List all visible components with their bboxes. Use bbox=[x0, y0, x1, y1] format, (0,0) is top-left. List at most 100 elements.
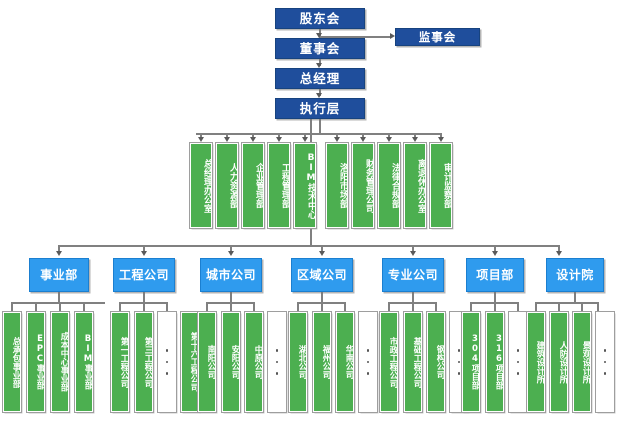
connector-gm-executive bbox=[319, 89, 321, 96]
node-division-1[interactable]: 工程公司 bbox=[113, 258, 175, 292]
connector-division-bus bbox=[59, 245, 559, 247]
connector-division-4-drop bbox=[412, 245, 414, 253]
node-department-6[interactable]: 财务管理公司 bbox=[351, 142, 375, 229]
connector-division-0-child-1 bbox=[35, 302, 37, 312]
connector-division-5-child-1 bbox=[494, 302, 496, 312]
node-subunit-4-2[interactable]: 钢构公司 bbox=[426, 311, 446, 413]
connector-division-1-drop bbox=[143, 245, 145, 253]
connector-division-0-child-3 bbox=[83, 302, 85, 312]
ellipsis-dot bbox=[457, 349, 461, 352]
connector-division-3-child-2 bbox=[344, 302, 346, 312]
node-department-8[interactable]: 离退休办公室 bbox=[403, 142, 427, 229]
node-department-3[interactable]: 工程管理部 bbox=[267, 142, 291, 229]
node-subunit-1-ellipsis bbox=[157, 311, 177, 413]
node-division-5[interactable]: 项目部 bbox=[466, 258, 524, 292]
node-department-9[interactable]: 审计监察部 bbox=[429, 142, 453, 229]
node-subunit-2-ellipsis bbox=[267, 311, 287, 413]
node-subunit-3-0[interactable]: 湖北公司 bbox=[288, 311, 308, 413]
connector-board-gm bbox=[319, 59, 321, 66]
ellipsis-dot bbox=[457, 372, 461, 375]
connector-department-bus-right bbox=[319, 133, 442, 135]
node-shareholders[interactable]: 股东会 bbox=[275, 8, 365, 29]
node-division-0[interactable]: 事业部 bbox=[29, 258, 89, 292]
arrow-division-4 bbox=[409, 251, 416, 256]
connector-department-9 bbox=[440, 133, 442, 138]
ellipsis-dot bbox=[165, 349, 169, 352]
ellipsis-dot bbox=[165, 372, 169, 375]
connector-division-6-child-2 bbox=[581, 302, 583, 312]
arrow-department-7 bbox=[385, 137, 392, 142]
arrow-board-supervisory bbox=[390, 33, 395, 39]
node-general-manager[interactable]: 总经理 bbox=[275, 68, 365, 89]
connector-division-1-stem bbox=[143, 292, 145, 302]
connector-shareholders-board bbox=[319, 29, 321, 36]
node-subunit-0-0[interactable]: 总承包事业部 bbox=[2, 311, 22, 413]
arrow-division-3 bbox=[318, 251, 325, 256]
connector-division-0-child-0 bbox=[11, 302, 13, 312]
connector-division-2-stem bbox=[230, 292, 232, 302]
node-subunit-2-0[interactable]: 南阳公司 bbox=[197, 311, 217, 413]
connector-division-6-child-0 bbox=[535, 302, 537, 312]
node-subunit-1-3[interactable]: 第十六工程公司 bbox=[180, 311, 200, 413]
connector-division-2-child-2 bbox=[253, 302, 255, 312]
arrow-gm-executive bbox=[316, 93, 322, 98]
node-subunit-0-1[interactable]: EPC事业部 bbox=[26, 311, 46, 413]
node-subunit-2-1[interactable]: 安阳公司 bbox=[221, 311, 241, 413]
node-subunit-0-2[interactable]: 成本中心事业部 bbox=[50, 311, 70, 413]
connector-division-0-stem bbox=[58, 292, 60, 302]
connector-division-6-stem bbox=[574, 292, 576, 302]
node-subunit-6-0[interactable]: 建筑设计所 bbox=[526, 311, 546, 413]
connector-division-4-stem bbox=[412, 292, 414, 302]
node-department-1[interactable]: 人力资源部 bbox=[215, 142, 239, 229]
node-subunit-1-0[interactable]: 第一工程公司 bbox=[110, 311, 130, 413]
ellipsis-dot bbox=[275, 349, 279, 352]
node-subunit-3-2[interactable]: 华南公司 bbox=[335, 311, 355, 413]
connector-division-5-child-0 bbox=[470, 302, 472, 312]
connector-executive-trunk bbox=[319, 119, 321, 134]
ellipsis-dot bbox=[516, 360, 520, 364]
node-subunit-6-2[interactable]: 景观设计所 bbox=[572, 311, 592, 413]
connector-division-2-child-0 bbox=[206, 302, 208, 312]
arrow-board-gm bbox=[316, 63, 322, 68]
node-division-3[interactable]: 区域公司 bbox=[291, 258, 353, 292]
node-division-6[interactable]: 设计院 bbox=[546, 258, 604, 292]
node-division-4[interactable]: 专业公司 bbox=[382, 258, 444, 292]
connector-division-6-child-1 bbox=[558, 302, 560, 312]
node-department-4[interactable]: BIM技术中心 bbox=[293, 142, 317, 229]
node-subunit-5-1[interactable]: 316项目部 bbox=[485, 311, 505, 413]
arrow-department-6 bbox=[359, 137, 366, 142]
connector-division-6-child-3 bbox=[597, 302, 599, 312]
arrow-division-0 bbox=[55, 251, 62, 256]
connector-division-1-child-0 bbox=[119, 302, 121, 312]
ellipsis-dot bbox=[603, 360, 607, 364]
node-board-of-directors[interactable]: 董事会 bbox=[275, 38, 365, 59]
connector-division-1-child-1 bbox=[143, 302, 145, 312]
node-department-0[interactable]: 总经理办公室 bbox=[189, 142, 213, 229]
node-department-7[interactable]: 法律合规部 bbox=[377, 142, 401, 229]
node-subunit-5-0[interactable]: 304项目部 bbox=[461, 311, 481, 413]
node-department-5[interactable]: 洛阳市场部 bbox=[325, 142, 349, 229]
node-division-2[interactable]: 城市公司 bbox=[200, 258, 262, 292]
node-subunit-5-ellipsis bbox=[508, 311, 528, 413]
node-subunit-3-1[interactable]: 福州公司 bbox=[312, 311, 332, 413]
connector-department-8 bbox=[414, 133, 416, 138]
ellipsis-dot bbox=[165, 360, 169, 364]
node-subunit-0-3[interactable]: BIM事业部 bbox=[74, 311, 94, 413]
node-subunit-1-1[interactable]: 第三工程公司 bbox=[134, 311, 154, 413]
node-subunit-6-1[interactable]: 人防设计所 bbox=[549, 311, 569, 413]
connector-division-5-stem bbox=[494, 292, 496, 302]
connector-department-5 bbox=[336, 133, 338, 138]
node-subunit-4-1[interactable]: 基础工程公司 bbox=[403, 311, 423, 413]
node-department-2[interactable]: 企业管理部 bbox=[241, 142, 265, 229]
node-subunit-2-2[interactable]: 中原公司 bbox=[244, 311, 264, 413]
ellipsis-dot bbox=[275, 372, 279, 375]
arrow-division-5 bbox=[491, 251, 498, 256]
node-executive-layer[interactable]: 执行层 bbox=[275, 98, 365, 119]
ellipsis-dot bbox=[366, 360, 370, 364]
connector-division-2-child-1 bbox=[230, 302, 232, 312]
arrow-division-1 bbox=[140, 251, 147, 256]
ellipsis-dot bbox=[275, 360, 279, 364]
node-subunit-4-0[interactable]: 市政工程公司 bbox=[379, 311, 399, 413]
node-supervisory-board[interactable]: 监事会 bbox=[395, 28, 480, 46]
